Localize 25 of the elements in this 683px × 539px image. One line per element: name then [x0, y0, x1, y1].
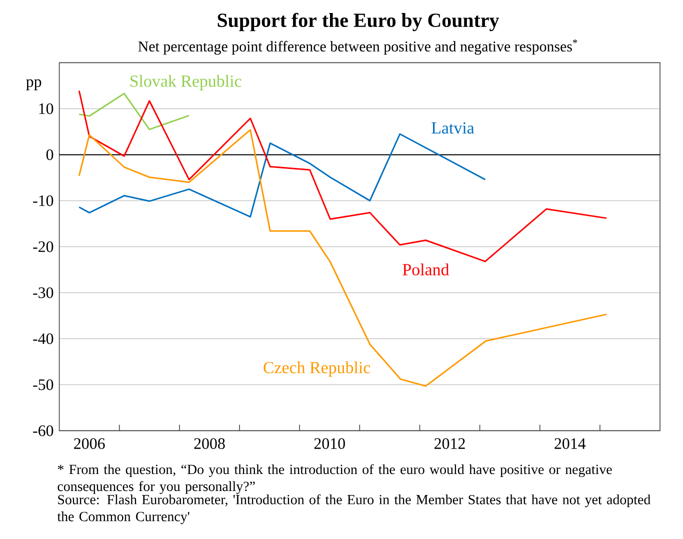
series-label: Czech Republic: [264, 361, 370, 377]
y-tick-label: -10: [33, 195, 54, 206]
x-tick-label: 2008: [194, 438, 225, 449]
line-series: [78, 90, 608, 262]
chart-subtitle: Net percentage point difference between positive and negative responses$^{*}$: [138, 39, 578, 55]
series-label: Slovak Republic: [130, 74, 242, 90]
text: * From the question, “Do you think the introduction of the euro would have positive or negative consequences for you personally?”: [58, 464, 612, 494]
line-series: [78, 92, 190, 130]
line-series: [78, 133, 486, 218]
y-tick-label: -30: [33, 287, 54, 298]
x-tick-label: 2014: [554, 438, 586, 449]
x-tick-label: 2012: [434, 438, 465, 449]
y-tick-label: 0: [46, 149, 54, 160]
y-tick-label: 10: [39, 103, 54, 114]
source-note: Source: Flash Eurobarometer, 'Introduction of the Euro in the Member States that have not yet adopted the Common Currency': [57, 494, 651, 524]
x-tick-label: 2006: [74, 438, 105, 449]
chart-title: Support for the Euro by Country: [218, 12, 500, 32]
y-tick-label: -20: [33, 241, 54, 252]
y-tick-label: -50: [33, 379, 54, 390]
series-label: Poland: [402, 263, 450, 276]
y-axis-title: pp: [26, 79, 42, 90]
y-tick-label: -60: [33, 425, 54, 436]
x-tick-label: 2010: [314, 438, 345, 449]
series-label: Latvia: [432, 122, 474, 134]
y-tick-label: -40: [33, 333, 54, 344]
